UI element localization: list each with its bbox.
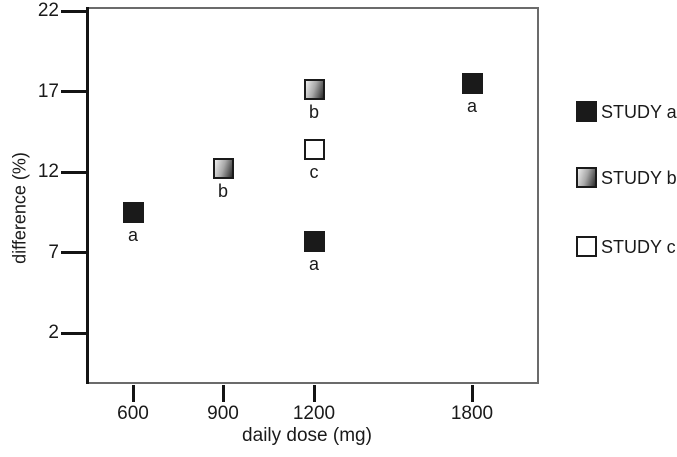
plot-area [87,7,539,384]
x-tick-label: 1800 [450,403,494,424]
data-point-marker-b [303,79,325,101]
legend-swatch-b [576,167,597,188]
x-tick-label: 600 [117,403,149,424]
y-tick-mark [61,331,88,335]
x-tick-mark [221,385,225,402]
legend-swatch-c [576,236,597,257]
data-point-marker-a [461,72,483,94]
data-point-marker-b [212,158,234,180]
y-tick-mark [61,251,88,254]
x-tick-mark [312,385,316,402]
legend-swatch-a [576,101,597,122]
y-tick-label: 22 [37,0,59,21]
legend-label-c: STUDY c [601,237,676,257]
data-point-label-b: b [217,181,229,202]
y-tick-label: 12 [37,161,59,182]
y-axis-line [86,7,89,384]
x-tick-label: 900 [207,403,239,424]
x-tick-mark [470,385,474,402]
data-point-label-a: a [308,253,320,274]
data-point-marker-a [122,201,144,223]
x-tick-label: 1200 [292,403,336,424]
x-tick-mark [131,385,135,402]
data-point-label-b: b [308,102,320,123]
data-point-label-a: a [466,95,478,116]
legend-label-a: STUDY a [601,102,677,122]
data-point-label-c: c [309,161,319,182]
data-point-marker-c [303,138,325,160]
y-tick-mark [61,170,88,174]
y-tick-mark [61,90,88,93]
x-axis-title: daily dose (mg) [242,425,372,446]
y-tick-label: 7 [48,241,59,263]
data-point-marker-a [303,230,325,252]
data-point-label-a: a [127,224,139,245]
legend-label-b: STUDY b [601,168,677,188]
y-tick-mark [61,9,88,13]
y-tick-label: 17 [37,80,59,102]
y-tick-label: 2 [48,322,59,343]
